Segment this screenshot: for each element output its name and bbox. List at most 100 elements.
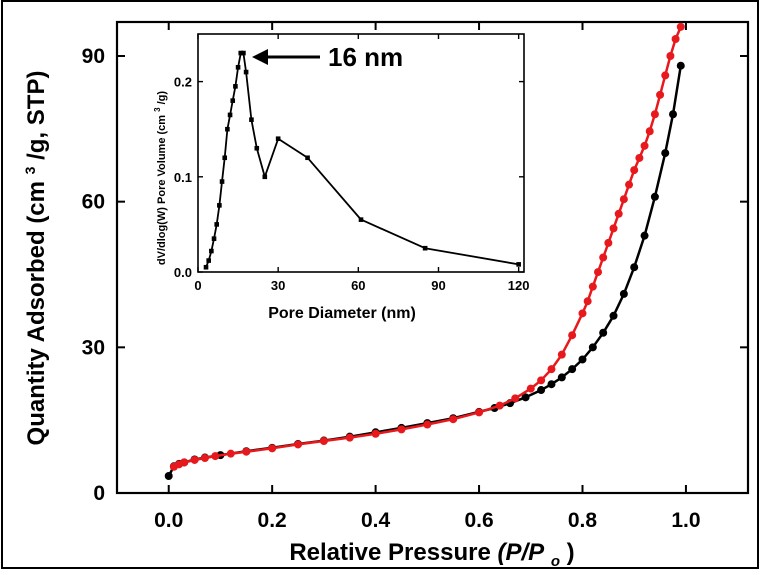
main-series-1-point <box>211 452 220 461</box>
main-series-1-point <box>294 440 303 449</box>
main-plot-frame <box>115 20 750 495</box>
main-y-axis-ticks: 0 30 60 90 <box>82 45 748 505</box>
inset-y-axis-ticks: 0.0 0.1 0.2 <box>174 75 524 280</box>
main-series-0-point <box>676 61 685 70</box>
inset-background <box>198 34 524 272</box>
inset-x-tick-label: 0 <box>194 278 201 293</box>
inset-series-0-point <box>275 136 281 142</box>
main-series-1-point <box>609 224 618 233</box>
main-series-0-point <box>164 472 173 481</box>
main-series-1-point <box>650 110 659 119</box>
main-series-0-point <box>609 311 618 320</box>
main-series-1-point <box>656 90 665 99</box>
main-series-0-point <box>650 192 659 201</box>
inset-series-0-point <box>233 84 238 89</box>
inset-series-0-point <box>206 258 211 263</box>
main-series-1-point <box>449 415 458 424</box>
main-series-0-point <box>661 149 670 158</box>
main-x-tick-label: 0.2 <box>258 509 287 532</box>
main-series-1-point <box>190 455 199 464</box>
main-series-1-point <box>640 141 649 150</box>
main-series-0-point <box>557 373 566 382</box>
main-series-1-point <box>588 282 597 291</box>
main-series-1-point <box>226 449 235 458</box>
inset-series-0-point <box>222 155 228 161</box>
inset-series-layer <box>203 50 521 270</box>
inset-series-0-point <box>211 236 217 241</box>
main-series-0-point <box>669 110 678 119</box>
main-series-1-point <box>537 376 546 385</box>
annotation-text: 16 nm <box>328 42 403 72</box>
inset-x-tick-label: 60 <box>351 278 365 293</box>
main-series-1-point <box>169 462 178 471</box>
inset-y-axis-label-text: dV/dlog(W) Pore Volume (cm <box>156 115 168 265</box>
main-y-tick-label: 60 <box>82 191 105 214</box>
inset-series-0-point <box>238 50 244 56</box>
main-series-1-point <box>319 437 328 446</box>
inset-series-0-point <box>203 264 209 270</box>
inset-series-0-point <box>358 217 364 222</box>
main-series-1-point <box>268 444 277 453</box>
inset-series-0-point <box>422 245 428 251</box>
main-x-axis-label-sub: o <box>551 553 560 570</box>
main-series-1-point <box>557 350 566 359</box>
inset-y-axis-label-end: /g) <box>156 91 168 105</box>
inset-x-tick-label: 120 <box>508 278 530 293</box>
main-x-axis-ticks: 0.0 0.2 0.4 0.6 0.8 1.0 <box>154 22 701 532</box>
inset-series-0-point <box>254 145 260 151</box>
inset-series-0-point <box>235 65 241 70</box>
main-series-0-point <box>578 355 587 364</box>
main-series-1-point <box>397 425 406 434</box>
inset-x-tick-label: 30 <box>271 278 285 293</box>
main-series-1-point <box>676 22 685 31</box>
inset-series-0-point <box>262 174 268 180</box>
main-series-1-point <box>635 153 644 162</box>
inset-series-0-point <box>219 179 225 184</box>
main-series-1-point <box>619 195 628 204</box>
main-series-1-point <box>475 408 484 417</box>
main-series-0-point <box>521 393 530 402</box>
main-y-tick-label: 30 <box>82 336 105 359</box>
main-series-1-point <box>242 447 251 456</box>
inset-y-axis-label-sup: 3 <box>153 107 162 112</box>
main-series-0-point <box>537 386 546 395</box>
annotation-arrowhead <box>252 49 268 65</box>
inset-series-0-point <box>241 50 246 56</box>
inset-plot-frame <box>197 33 525 273</box>
main-series-1-point <box>547 365 556 374</box>
main-series-1-point <box>666 51 675 60</box>
inset-series-0-point <box>243 69 249 75</box>
inset-series-0-point <box>305 155 310 161</box>
inset-x-axis-ticks: 0 30 60 90 120 <box>194 34 530 293</box>
main-series-1-point <box>671 34 680 43</box>
main-series-1-point <box>345 433 354 442</box>
main-series-0-point <box>599 328 608 337</box>
main-x-axis-label-close: ) <box>567 539 575 566</box>
main-series-1-point <box>495 401 504 410</box>
main-series-1-point <box>594 268 603 277</box>
peak-annotation: 16 nm <box>252 42 403 72</box>
main-series-1-point <box>661 71 670 80</box>
main-series-1-point <box>578 309 587 318</box>
inset-y-tick-label: 0.1 <box>174 170 192 185</box>
main-y-axis-label: Quantity Adsorbed (cm 3 /g, STP) <box>14 71 50 446</box>
main-series-1-point <box>371 429 380 438</box>
inset-y-tick-label: 0.0 <box>174 265 192 280</box>
main-series-0-point <box>588 343 597 352</box>
inset-x-axis-label: Pore Diameter (nm) <box>268 305 416 322</box>
main-series-0-point <box>547 380 556 389</box>
inset-series-0-point <box>227 112 233 118</box>
inset-series-0-point <box>249 117 254 122</box>
inset-series-0-point <box>209 248 214 254</box>
main-series-1-point <box>630 166 639 175</box>
main-series-1-point <box>568 331 577 340</box>
main-y-axis-label-end: /g, STP) <box>23 71 50 160</box>
main-series-0-point <box>568 365 577 374</box>
main-x-tick-label: 0.6 <box>464 509 493 532</box>
main-x-axis-label-var: (P/P <box>497 539 545 566</box>
main-series-1-point <box>645 127 654 136</box>
main-series-1-point <box>625 180 634 189</box>
inset-x-tick-label: 90 <box>431 278 445 293</box>
